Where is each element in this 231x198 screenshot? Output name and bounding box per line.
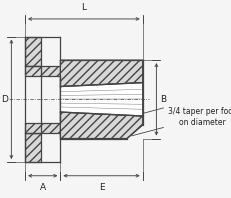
Text: 3/4 taper per foot
on diameter: 3/4 taper per foot on diameter [168,107,231,127]
Polygon shape [60,112,143,139]
Polygon shape [25,66,60,76]
Polygon shape [60,83,143,116]
Text: L: L [81,3,86,12]
Polygon shape [25,123,60,133]
Polygon shape [25,133,41,162]
Polygon shape [60,60,143,87]
Text: B: B [160,95,166,104]
Text: E: E [99,183,104,192]
Polygon shape [25,37,41,66]
Text: D: D [1,95,8,104]
Text: A: A [40,183,46,192]
